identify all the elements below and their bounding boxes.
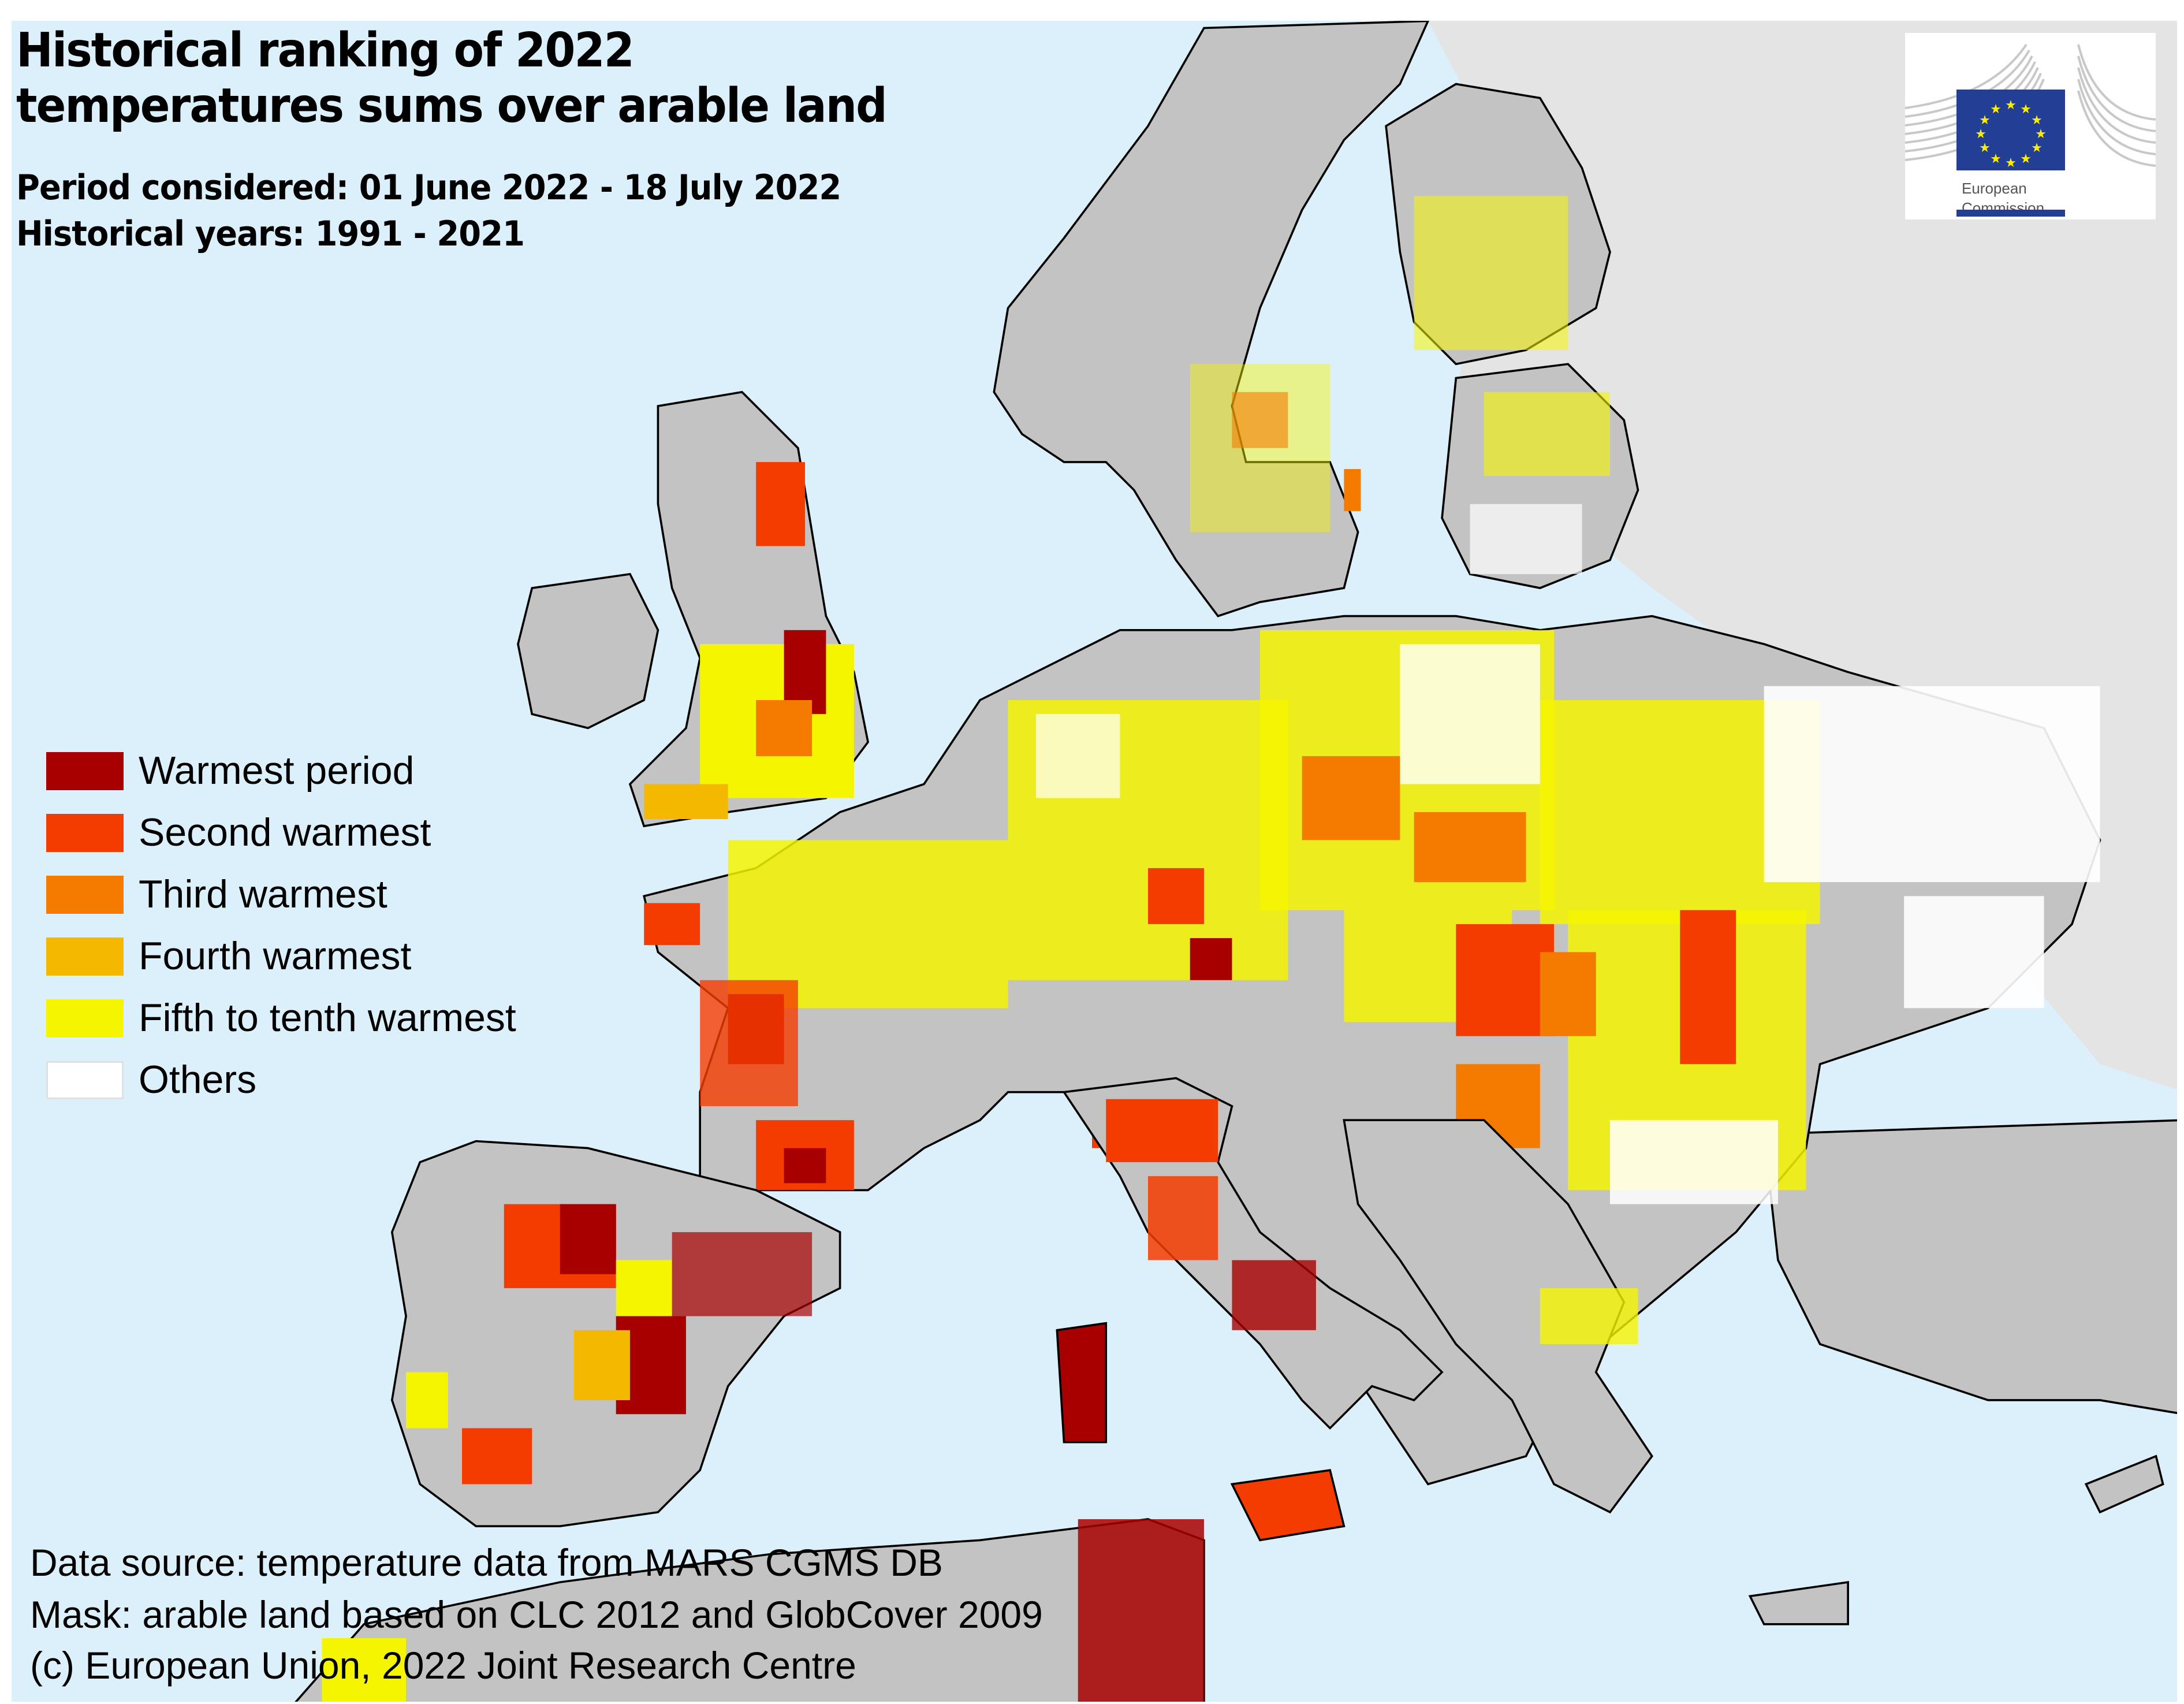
swatch-warmest [46,752,124,790]
europe-map [295,21,2177,1702]
title-line-2: temperatures sums over arable land [16,79,888,133]
legend-label: Third warmest [139,872,387,916]
svg-text:★: ★ [1979,141,1991,155]
footer-mask: Mask: arable land based on CLC 2012 and … [30,1593,1043,1636]
svg-text:★: ★ [2005,98,2017,113]
historical-years: Historical years: 1991 - 2021 [16,214,525,254]
scandinavia [993,21,1611,617]
north-africa [295,1518,1205,1702]
italy [1056,1077,1444,1542]
legend-label: Fourth warmest [139,934,412,978]
legend-label: Fifth to tenth warmest [139,996,516,1040]
title-line-1: Historical ranking of 2022 [16,23,635,78]
svg-text:★: ★ [2031,141,2043,155]
british-isles [517,390,870,828]
svg-text:★: ★ [2005,156,2017,170]
legend-label: Second warmest [139,810,431,854]
footer-copyright: (c) European Union, 2022 Joint Research … [30,1644,856,1687]
svg-text:★: ★ [2035,127,2047,142]
svg-text:★: ★ [1979,113,1991,128]
svg-text:★: ★ [1975,127,1987,142]
balkans [1343,1119,1653,1514]
swatch-others [46,1061,124,1099]
svg-text:★: ★ [1990,152,2002,166]
svg-text:★: ★ [1990,102,2002,117]
swatch-fifth-tenth [46,999,124,1037]
swatch-fourth [46,937,124,976]
eu-flag-icon: ★ ★ ★ ★ ★ ★ ★ ★ ★ ★ ★ ★ [1956,90,2065,170]
swatch-second [46,814,124,852]
svg-text:★: ★ [2031,113,2043,128]
period-considered: Period considered: 01 June 2022 - 18 Jul… [16,168,841,208]
legend-label: Warmest period [139,749,415,793]
swatch-third [46,876,124,914]
continental-europe [643,615,2101,1486]
logo-bar [1956,210,2065,217]
svg-text:★: ★ [2020,152,2032,166]
svg-text:★: ★ [2020,102,2032,117]
baltics [1441,363,1639,589]
legend-label: Others [139,1058,257,1102]
logo-text-european: European [1962,180,2027,197]
islands-east [1748,1454,2164,1625]
european-commission-logo: ★ ★ ★ ★ ★ ★ ★ ★ ★ ★ ★ ★ European Commiss… [1898,26,2170,220]
map-title: Historical ranking of 2022 temperatures … [16,23,888,134]
iberia [390,1140,841,1527]
footer-data-source: Data source: temperature data from MARS … [30,1541,943,1584]
map-frame [12,21,2177,1702]
